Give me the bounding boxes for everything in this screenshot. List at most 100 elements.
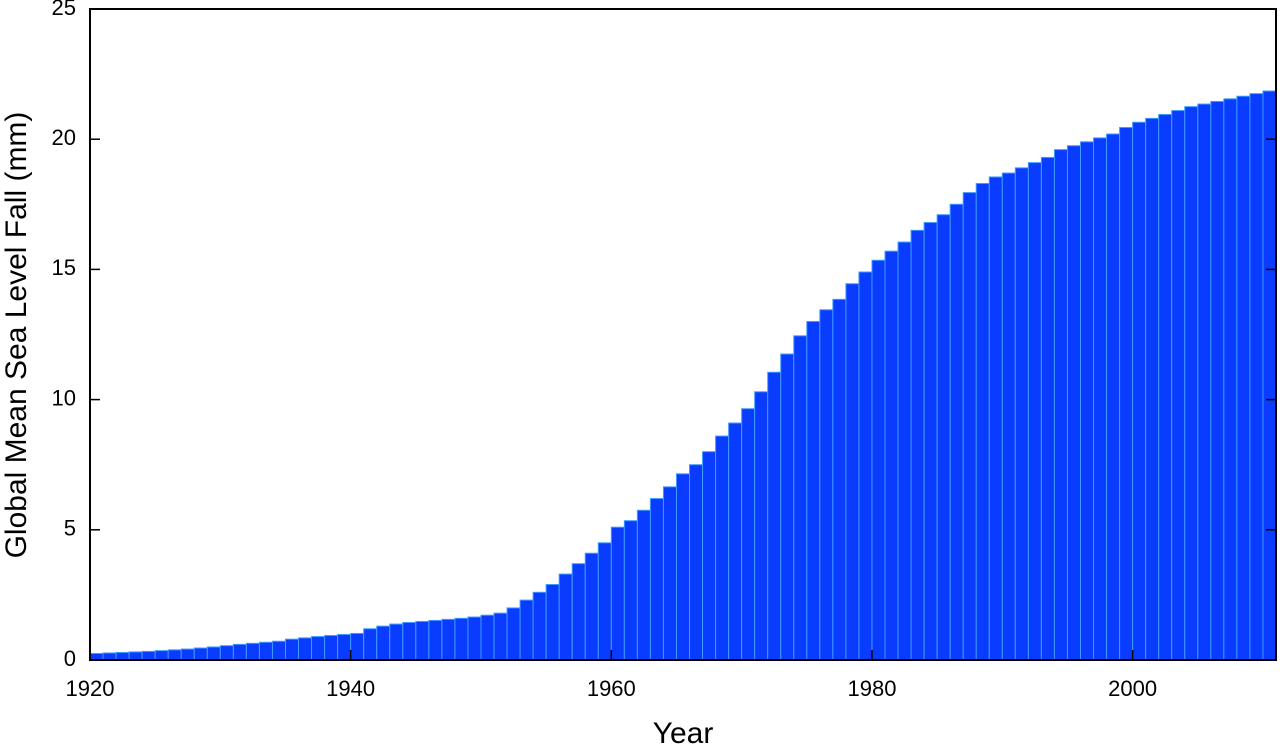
- bar: [1145, 117, 1160, 661]
- bar: [441, 618, 456, 661]
- bar: [1184, 106, 1199, 661]
- bar: [910, 229, 925, 661]
- bar: [284, 638, 300, 661]
- bar: [897, 241, 912, 661]
- y-tick-label: 10: [52, 385, 76, 410]
- bar: [806, 320, 821, 661]
- bar: [467, 616, 482, 661]
- bar: [793, 335, 808, 661]
- y-tick-label: 25: [52, 0, 76, 20]
- bar: [584, 552, 599, 661]
- bar: [363, 628, 378, 661]
- bar: [949, 203, 964, 661]
- bar: [1014, 167, 1029, 661]
- bar: [258, 641, 273, 661]
- bar: [858, 271, 873, 661]
- bar: [1040, 156, 1055, 661]
- x-tick-label: 1980: [848, 676, 897, 701]
- bar: [871, 259, 886, 661]
- bar: [689, 464, 704, 661]
- bar: [480, 614, 495, 661]
- bar: [271, 640, 286, 661]
- bar: [506, 607, 521, 661]
- bar: [1210, 100, 1225, 661]
- y-tick-label: 5: [64, 516, 76, 541]
- bar: [493, 612, 508, 661]
- bar: [324, 635, 339, 661]
- bar: [154, 650, 169, 661]
- bar: [167, 649, 182, 661]
- y-tick-label: 15: [52, 255, 76, 280]
- x-tick-label: 1920: [66, 676, 115, 701]
- bar: [662, 486, 677, 661]
- bar: [1093, 137, 1108, 661]
- bar: [1027, 162, 1042, 661]
- x-tick-label: 2000: [1108, 676, 1157, 701]
- x-tick-label: 1940: [326, 676, 375, 701]
- bar: [819, 309, 834, 661]
- bar: [389, 623, 404, 661]
- bar: [415, 620, 430, 661]
- bar: [402, 622, 417, 661]
- bar: [232, 643, 247, 661]
- bar: [1158, 113, 1173, 661]
- bar: [206, 646, 221, 661]
- bar: [702, 451, 717, 661]
- bar: [1249, 93, 1264, 661]
- bar: [1223, 98, 1238, 661]
- bar: [545, 583, 560, 661]
- bar: [102, 652, 117, 661]
- bar: [623, 520, 638, 661]
- y-tick-label: 20: [52, 125, 76, 150]
- bar: [715, 435, 730, 661]
- bar: [245, 642, 260, 661]
- bar: [1236, 95, 1251, 661]
- y-axis-title: Global Mean Sea Level Fall (mm): [0, 112, 33, 559]
- bar: [311, 636, 326, 661]
- bar: [1080, 141, 1095, 661]
- bar: [975, 182, 990, 661]
- bar: [1066, 145, 1082, 661]
- bar: [1106, 133, 1121, 661]
- bar: [454, 617, 469, 661]
- bar: [1001, 172, 1016, 661]
- bar: [350, 632, 365, 661]
- x-axis-title: Year: [653, 717, 714, 749]
- bar: [1119, 126, 1134, 661]
- bar: [1132, 121, 1147, 661]
- bar: [298, 637, 313, 661]
- bar: [180, 648, 195, 661]
- bar: [519, 599, 534, 661]
- plot-frame: [89, 8, 1277, 661]
- bar: [115, 651, 130, 661]
- bar: [219, 645, 234, 661]
- bar: [337, 633, 352, 661]
- bar: [610, 526, 625, 661]
- bar: [636, 509, 651, 661]
- bar: [675, 473, 691, 661]
- bar: [428, 619, 443, 661]
- bar: [532, 591, 547, 661]
- bar: [923, 222, 938, 661]
- x-tick-label: 1960: [587, 676, 636, 701]
- bar: [571, 563, 586, 661]
- bar: [780, 353, 795, 661]
- bar: [754, 391, 769, 661]
- bar: [845, 283, 860, 661]
- bar: [193, 647, 208, 661]
- bar: [597, 542, 612, 661]
- bar: [1197, 103, 1212, 661]
- bar: [741, 408, 756, 661]
- bar: [988, 176, 1003, 661]
- bar: [128, 651, 143, 661]
- y-tick-label: 0: [64, 646, 76, 671]
- bar: [767, 371, 782, 661]
- bar: [1171, 110, 1186, 661]
- bar: [1053, 149, 1068, 661]
- bar: [728, 422, 743, 661]
- bar: [141, 650, 156, 661]
- bar: [649, 498, 664, 661]
- bar: [884, 250, 899, 661]
